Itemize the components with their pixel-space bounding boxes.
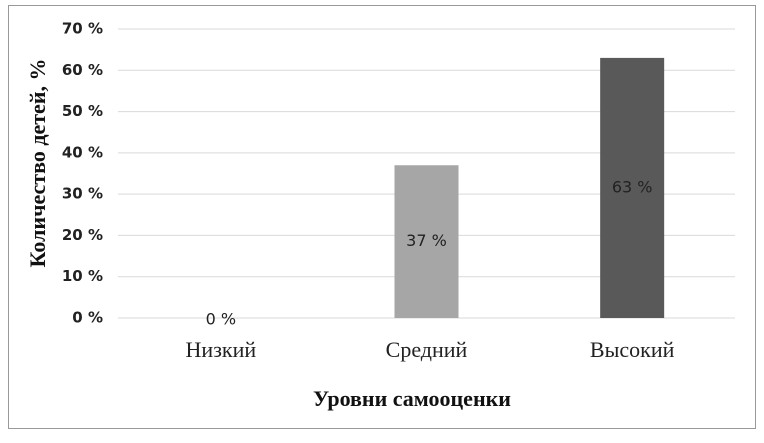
bar	[600, 57, 665, 319]
y-tick-label: 40 %	[62, 143, 103, 161]
y-tick-label: 10 %	[62, 267, 103, 285]
y-tick-label: 50 %	[62, 102, 103, 120]
x-tick-label: Средний	[386, 337, 468, 362]
value-label: 0 %	[206, 310, 236, 329]
y-tick-label: 30 %	[62, 185, 103, 203]
y-tick-label: 60 %	[62, 61, 103, 79]
bar	[394, 165, 459, 318]
x-axis-title: Уровни самооценки	[313, 386, 511, 411]
y-tick-label: 70 %	[62, 20, 103, 38]
y-tick-label: 0 %	[72, 309, 103, 327]
x-tick-label: Низкий	[186, 337, 257, 362]
x-tick-label: Высокий	[590, 337, 675, 362]
value-label: 63 %	[612, 177, 653, 196]
y-tick-label: 20 %	[62, 226, 103, 244]
y-axis-title: Количество детей, %	[25, 59, 50, 268]
value-label: 37 %	[406, 231, 447, 250]
